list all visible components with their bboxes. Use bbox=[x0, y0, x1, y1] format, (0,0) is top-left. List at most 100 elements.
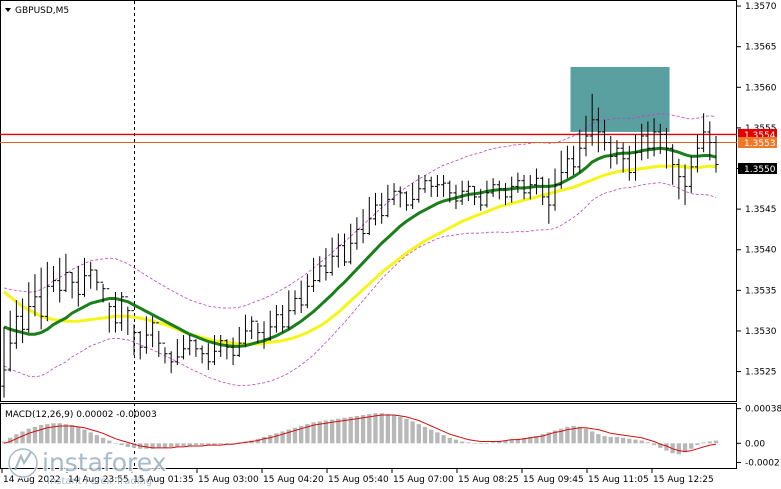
macd-title: MACD(12,26,9) 0.00002 -0.00003 bbox=[5, 410, 157, 420]
ohlc-bar bbox=[583, 115, 589, 157]
ohlc-bar bbox=[193, 339, 199, 357]
ohlc-bar bbox=[484, 180, 490, 208]
macd-histogram-bar bbox=[82, 429, 87, 444]
macd-histogram-bar bbox=[360, 415, 366, 444]
ohlc-bar bbox=[670, 144, 676, 185]
macd-histogram-bar bbox=[379, 413, 384, 444]
watermark-tagline: Instant Forex Trading bbox=[47, 476, 152, 487]
time-tick-label: 15 Aug 12:25 bbox=[653, 475, 714, 485]
ohlc-bar bbox=[51, 265, 57, 292]
macd-histogram-bar bbox=[156, 443, 161, 448]
time-tick-label: 15 Aug 04:20 bbox=[263, 475, 324, 485]
macd-histogram-bar bbox=[676, 443, 682, 455]
macd-tick-label: 0.00038 bbox=[745, 405, 781, 415]
ohlc-bar bbox=[589, 93, 595, 146]
macd-signal-line bbox=[3, 414, 717, 453]
ohlc-bar bbox=[342, 233, 348, 266]
macd-histogram-bar bbox=[119, 443, 124, 446]
ohlc-bar bbox=[633, 134, 639, 181]
macd-histogram-bar bbox=[577, 426, 582, 444]
ohlc-bar bbox=[540, 176, 546, 206]
time-tick-label: 15 Aug 11:05 bbox=[588, 475, 649, 485]
ohlc-bar bbox=[496, 180, 502, 200]
ohlc-bar bbox=[94, 269, 100, 291]
time-tick-label: 14 Aug 2022 bbox=[3, 475, 61, 485]
macd-histogram-bar bbox=[664, 443, 669, 451]
macd-histogram-bar bbox=[168, 443, 174, 447]
ohlc-bar bbox=[69, 271, 75, 299]
macd-histogram-bar bbox=[478, 443, 483, 444]
symbol-title: GBPUSD,M5 bbox=[15, 6, 69, 16]
ohlc-bar bbox=[329, 237, 335, 276]
ohlc-bar bbox=[552, 168, 558, 211]
macd-histogram-bar bbox=[51, 423, 56, 444]
ohlc-bar bbox=[224, 339, 230, 360]
macd-histogram-bar bbox=[181, 443, 186, 447]
time-tick-label: 14 Aug 23:55 bbox=[68, 475, 129, 485]
envelope-group bbox=[3, 113, 717, 387]
ohlc-bar bbox=[26, 282, 32, 333]
ohlc-bar bbox=[651, 118, 657, 157]
ohlc-bar bbox=[502, 183, 508, 206]
ohlc-bar bbox=[533, 168, 539, 195]
price-tag-box bbox=[738, 128, 777, 140]
ohlc-bar bbox=[465, 180, 471, 201]
ohlc-bar bbox=[292, 290, 298, 315]
macd-histogram-bar bbox=[416, 424, 421, 444]
macd-histogram-bar bbox=[608, 436, 613, 444]
ohlc-bar bbox=[602, 119, 608, 151]
ohlc-bar bbox=[63, 253, 69, 292]
horizontal-levels-group bbox=[0, 133, 737, 144]
ohlc-bar bbox=[150, 316, 156, 348]
ohlc-bar bbox=[181, 335, 187, 360]
ohlc-bar bbox=[32, 274, 38, 317]
macd-histogram-bar bbox=[695, 443, 700, 446]
ohlc-bar bbox=[620, 142, 626, 173]
macd-histogram-bar bbox=[323, 420, 329, 444]
price-tag: 1.3554 bbox=[738, 128, 777, 141]
moving-averages-group bbox=[3, 146, 717, 348]
symbol-dropdown-icon bbox=[5, 8, 11, 12]
macd-histogram-bar bbox=[422, 426, 428, 444]
macd-histogram-bar bbox=[230, 443, 236, 444]
ohlc-bar bbox=[564, 145, 570, 179]
macd-histogram-bar bbox=[20, 431, 25, 444]
ohlc-bar bbox=[174, 339, 180, 366]
macd-histogram-bar bbox=[713, 440, 719, 444]
ohlc-bar bbox=[218, 335, 224, 357]
macd-histogram-bar bbox=[286, 429, 291, 444]
macd-histogram-bar bbox=[45, 424, 50, 444]
macd-histogram-bar bbox=[218, 443, 223, 445]
macd-histogram-bar bbox=[571, 425, 576, 444]
macd-histogram-bar bbox=[274, 433, 279, 444]
ohlc-bar bbox=[187, 335, 193, 356]
macd-tick-label: 0.00 bbox=[745, 439, 765, 449]
macd-histogram-bar bbox=[348, 416, 353, 444]
ohlc-bar bbox=[212, 335, 218, 366]
macd-histogram-bar bbox=[441, 435, 446, 444]
ohlc-bar bbox=[13, 300, 19, 349]
macd-histogram-bar bbox=[404, 418, 409, 444]
macd-histogram-bar bbox=[546, 432, 552, 444]
macd-histogram-bar bbox=[596, 434, 601, 444]
macd-histogram-bar bbox=[212, 443, 217, 446]
ohlc-bar bbox=[112, 291, 118, 333]
ohlc-bar bbox=[230, 337, 236, 366]
ohlc-bar bbox=[663, 127, 669, 169]
ohlc-bar bbox=[267, 310, 273, 341]
macd-histogram-bar bbox=[8, 437, 13, 444]
macd-histogram-bar bbox=[342, 417, 347, 444]
macd-histogram-bar bbox=[447, 437, 452, 444]
price-tag-box bbox=[738, 163, 777, 175]
macd-histogram-bar bbox=[651, 443, 657, 446]
macd-histogram-bar bbox=[113, 443, 118, 444]
macd-histogram-bar bbox=[125, 443, 130, 447]
macd-histogram-bar bbox=[206, 443, 211, 446]
ohlc-bar bbox=[38, 267, 44, 330]
macd-histogram-bar bbox=[150, 443, 155, 449]
macd-histogram-bar bbox=[280, 431, 285, 444]
macd-histogram-bar bbox=[175, 443, 180, 447]
ohlc-bar bbox=[657, 123, 663, 154]
macd-histogram-bar bbox=[88, 432, 93, 444]
